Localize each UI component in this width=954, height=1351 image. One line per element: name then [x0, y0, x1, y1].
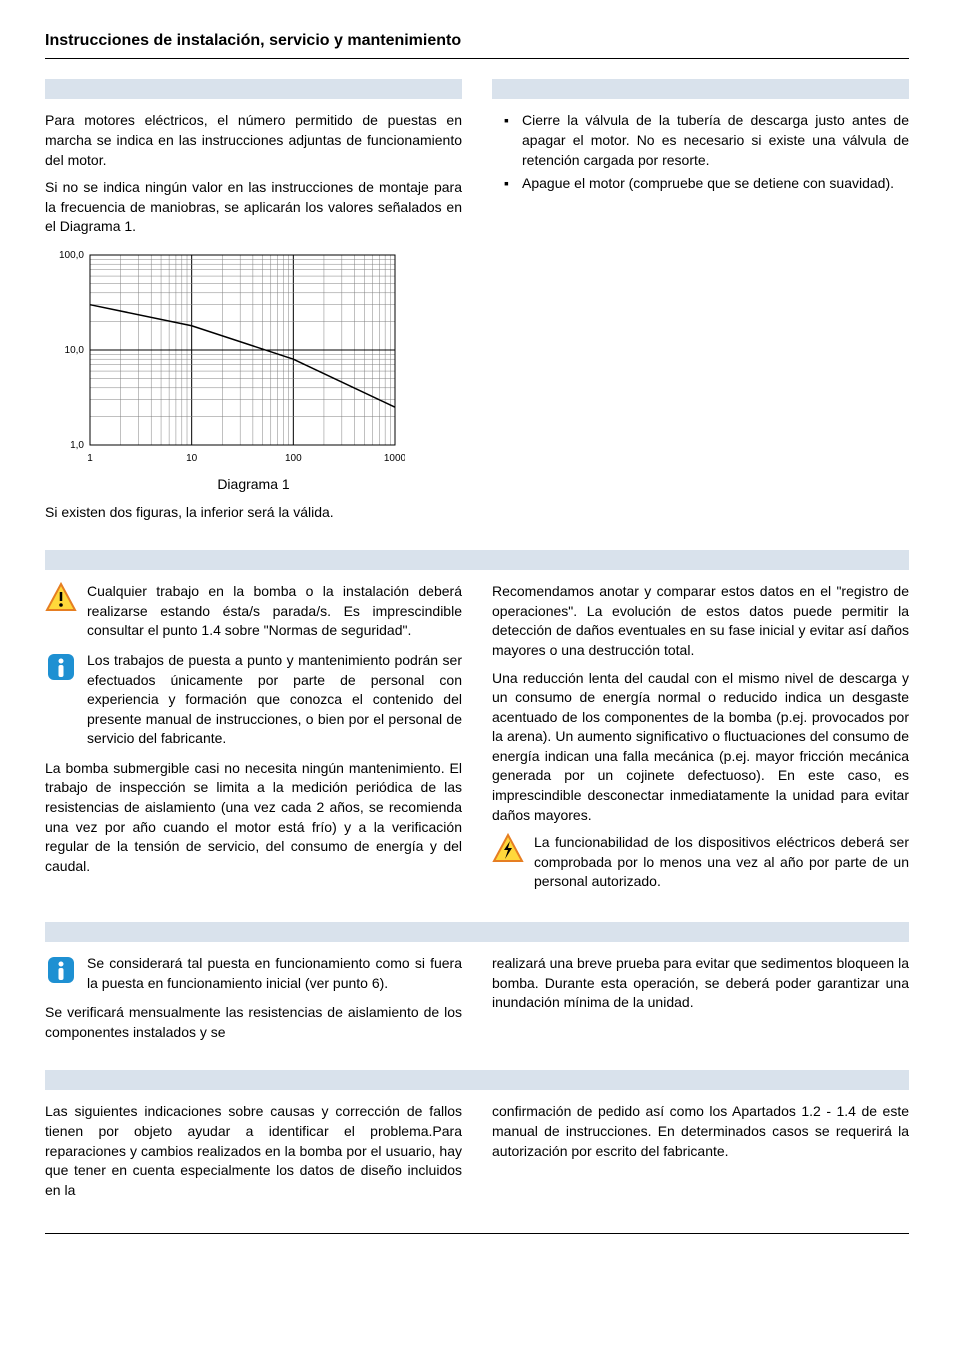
- bullet-list: Cierre la válvula de la tubería de desca…: [492, 111, 909, 193]
- info-text: Los trabajos de puesta a punto y manteni…: [87, 651, 462, 749]
- warning-block: Cualquier trabajo en la bomba o la insta…: [45, 582, 462, 641]
- section-4: Las siguientes indicaciones sobre causas…: [45, 1102, 909, 1208]
- list-item: Cierre la válvula de la tubería de desca…: [492, 111, 909, 170]
- page-title: Instrucciones de instalación, servicio y…: [45, 30, 909, 52]
- section-1-right: Cierre la válvula de la tubería de desca…: [492, 79, 909, 530]
- log-chart-svg: 1 10 100 1000 1,0 10,0 100,0: [45, 247, 405, 467]
- svg-text:1,0: 1,0: [70, 440, 84, 451]
- section-bar: [45, 1070, 909, 1090]
- section-4-right: confirmación de pedido así como los Apar…: [492, 1102, 909, 1208]
- chart-caption: Diagrama 1: [45, 475, 462, 495]
- paragraph: confirmación de pedido así como los Apar…: [492, 1102, 909, 1161]
- section-3: Se considerará tal puesta en funcionamie…: [45, 954, 909, 1050]
- warning-icon: [45, 582, 77, 614]
- warning-text: La funcionabilidad de los dispositivos e…: [534, 833, 909, 892]
- section-1: Para motores eléctricos, el número permi…: [45, 79, 909, 530]
- section-2: Cualquier trabajo en la bomba o la insta…: [45, 582, 909, 902]
- title-rule: [45, 58, 909, 59]
- info-block: Los trabajos de puesta a punto y manteni…: [45, 651, 462, 749]
- section-3-right: realizará una breve prueba para evitar q…: [492, 954, 909, 1050]
- section-bar: [492, 79, 909, 99]
- svg-text:1: 1: [87, 453, 93, 464]
- section-2-left: Cualquier trabajo en la bomba o la insta…: [45, 582, 462, 902]
- warning-text: Cualquier trabajo en la bomba o la insta…: [87, 582, 462, 641]
- section-3-left: Se considerará tal puesta en funcionamie…: [45, 954, 462, 1050]
- svg-text:1000: 1000: [384, 453, 405, 464]
- diagram-1-chart: 1 10 100 1000 1,0 10,0 100,0: [45, 247, 462, 467]
- footer-rule: [45, 1233, 909, 1234]
- paragraph: La bomba submergible casi no necesita ni…: [45, 759, 462, 877]
- list-item: Apague el motor (compruebe que se detien…: [492, 174, 909, 194]
- svg-text:10: 10: [186, 453, 198, 464]
- electrical-warning-icon: [492, 833, 524, 865]
- section-bar: [45, 79, 462, 99]
- paragraph: Se verificará mensualmente las resistenc…: [45, 1003, 462, 1042]
- section-bar: [45, 550, 909, 570]
- elec-warning-block: La funcionabilidad de los dispositivos e…: [492, 833, 909, 892]
- paragraph: realizará una breve prueba para evitar q…: [492, 954, 909, 1013]
- info-icon: [45, 651, 77, 683]
- svg-text:10,0: 10,0: [65, 345, 85, 356]
- section-bar: [45, 922, 909, 942]
- section-2-right: Recomendamos anotar y comparar estos dat…: [492, 582, 909, 902]
- section-1-left: Para motores eléctricos, el número permi…: [45, 79, 462, 530]
- info-block: Se considerará tal puesta en funcionamie…: [45, 954, 462, 993]
- svg-text:100: 100: [285, 453, 302, 464]
- svg-text:100,0: 100,0: [59, 250, 84, 261]
- info-text: Se considerará tal puesta en funcionamie…: [87, 954, 462, 993]
- paragraph: Recomendamos anotar y comparar estos dat…: [492, 582, 909, 660]
- paragraph: Si existen dos figuras, la inferior será…: [45, 503, 462, 523]
- paragraph: Para motores eléctricos, el número permi…: [45, 111, 462, 170]
- info-icon: [45, 954, 77, 986]
- paragraph: Las siguientes indicaciones sobre causas…: [45, 1102, 462, 1200]
- paragraph: Si no se indica ningún valor en las inst…: [45, 178, 462, 237]
- section-4-left: Las siguientes indicaciones sobre causas…: [45, 1102, 462, 1208]
- paragraph: Una reducción lenta del caudal con el mi…: [492, 669, 909, 826]
